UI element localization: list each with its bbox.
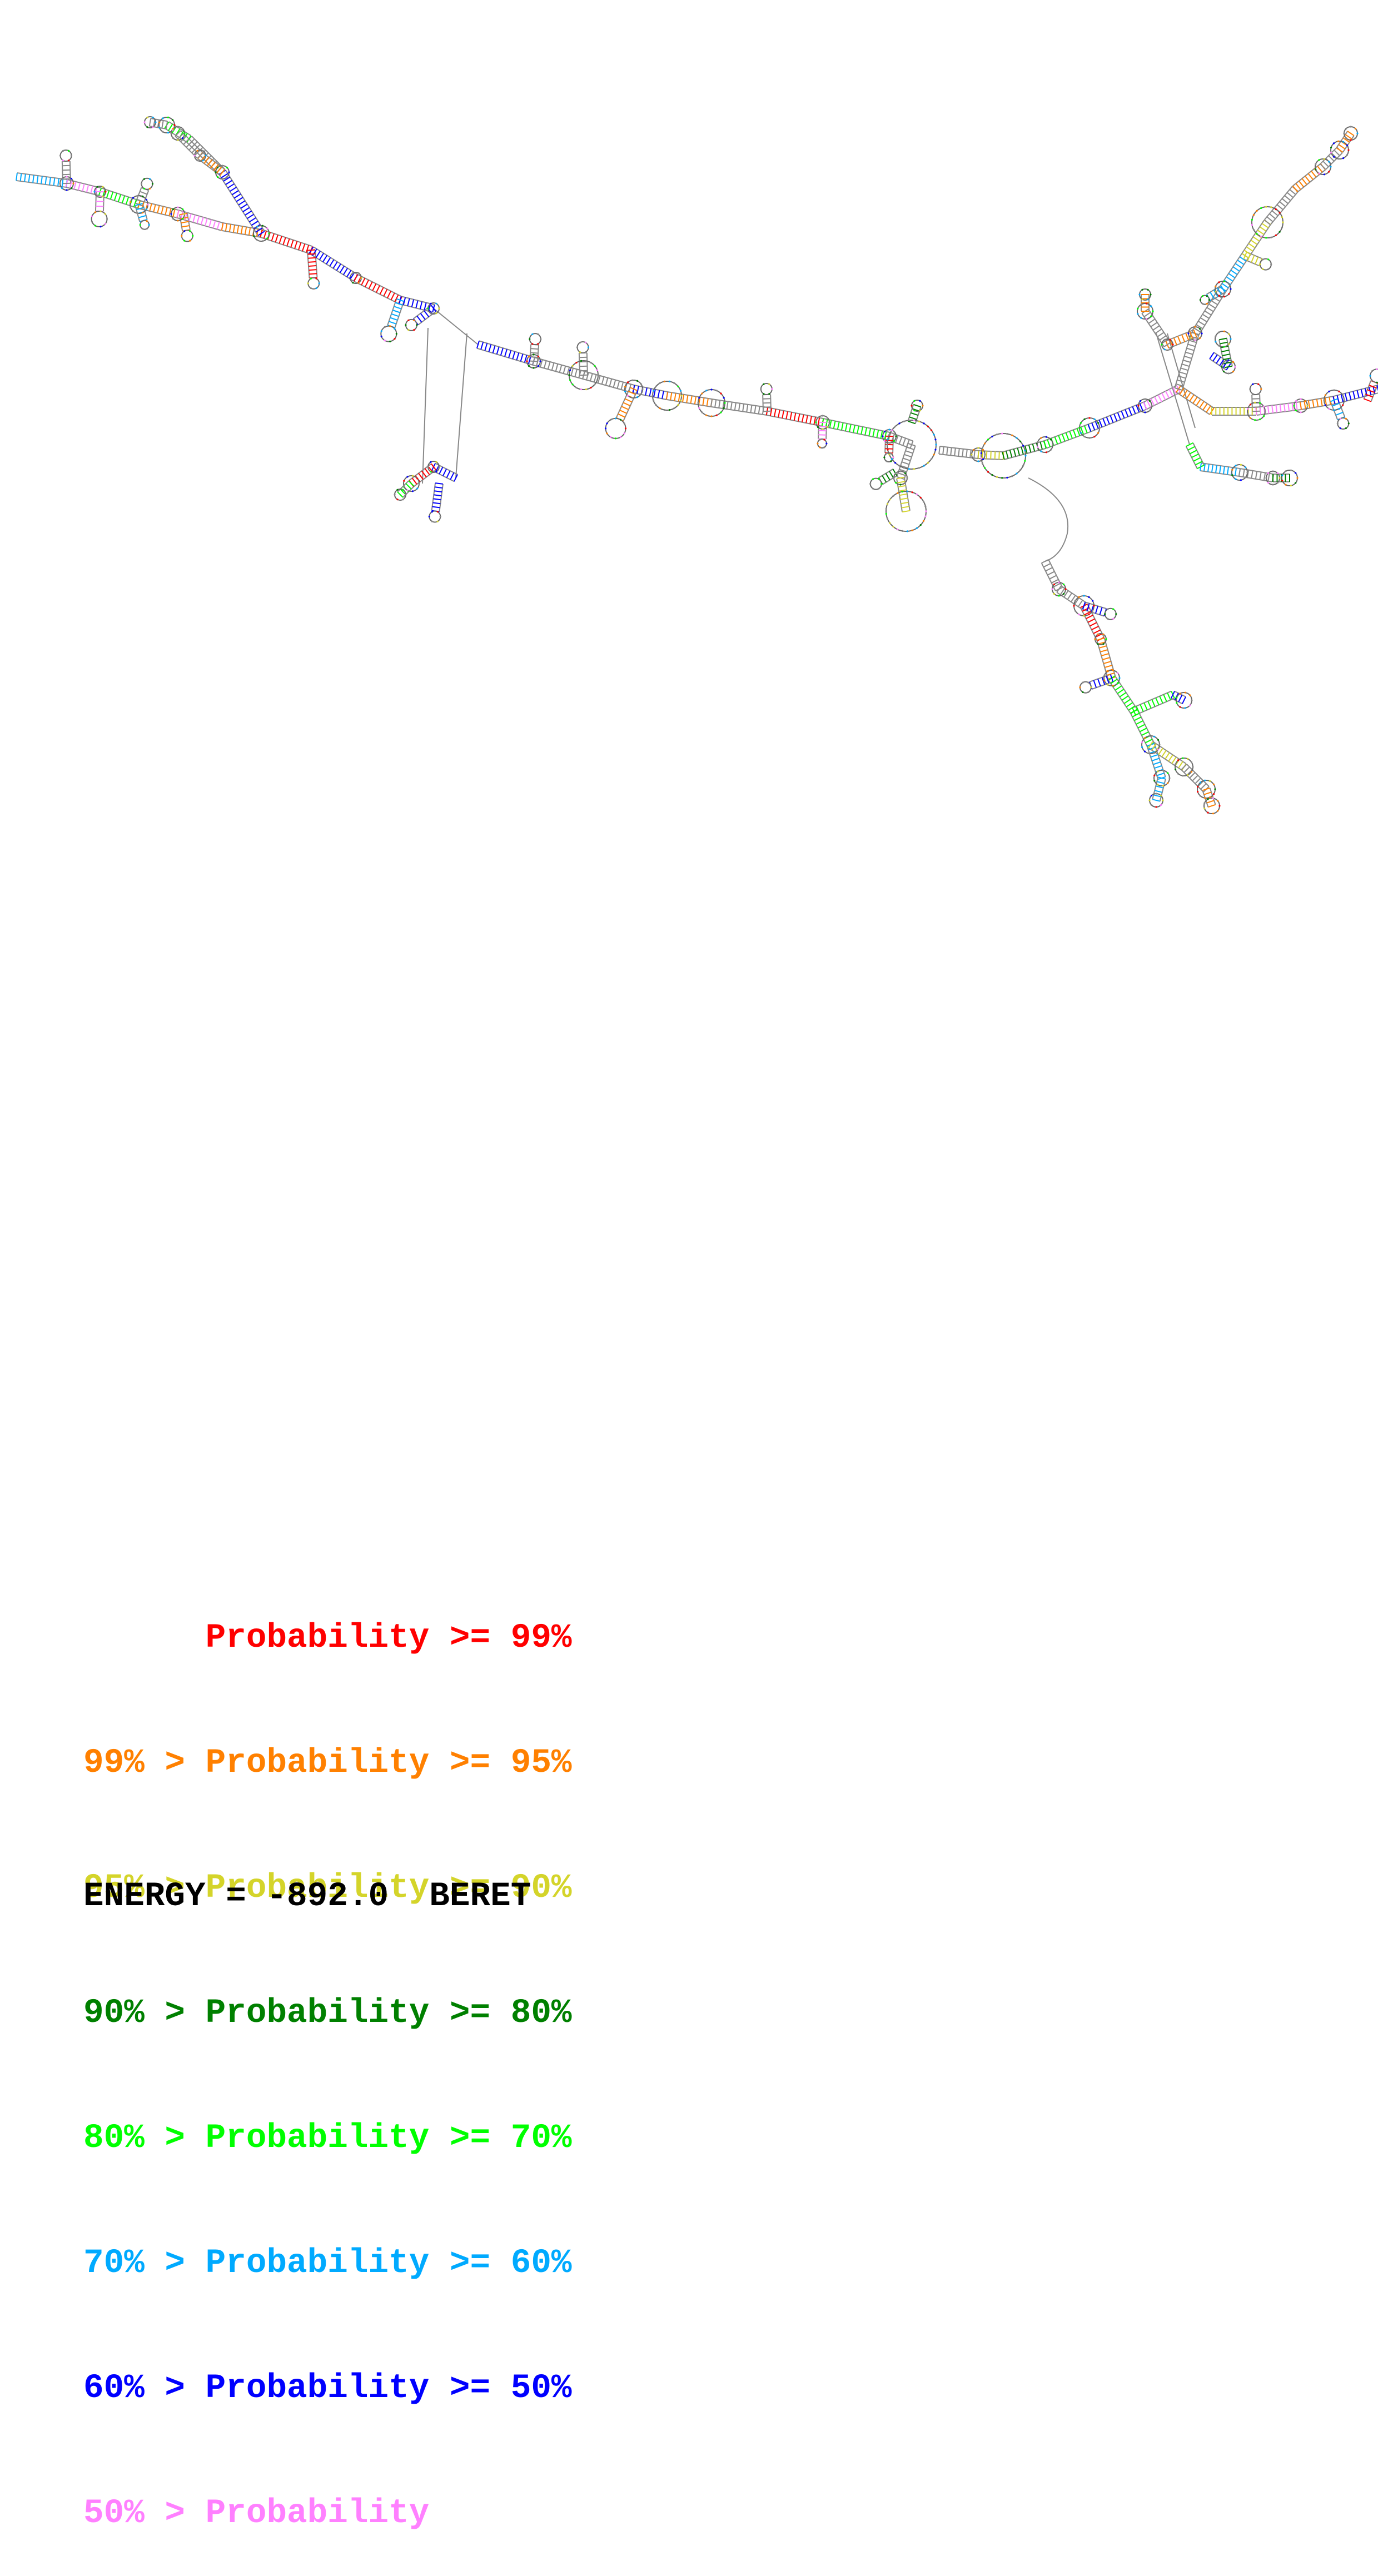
- probability-legend: Probability >= 99% 99% > Probability >= …: [83, 1534, 572, 2576]
- legend-line-7: 60% > Probability >= 50%: [83, 2369, 572, 2408]
- legend-line-3: 95% > Probability >= 90%: [83, 1869, 572, 1907]
- legend-line-4: 90% > Probability >= 80%: [83, 1994, 572, 2032]
- legend-line-5: 80% > Probability >= 70%: [83, 2119, 572, 2158]
- energy-label: ENERGY = -892.0 BERET: [83, 1877, 531, 1916]
- legend-line-6: 70% > Probability >= 60%: [83, 2244, 572, 2283]
- legend-line-1: Probability >= 99%: [83, 1619, 572, 1657]
- rna-secondary-structure-diagram: [16, 116, 1378, 815]
- legend-line-8: 50% > Probability: [83, 2494, 430, 2533]
- legend-line-2: 99% > Probability >= 95%: [83, 1744, 572, 1782]
